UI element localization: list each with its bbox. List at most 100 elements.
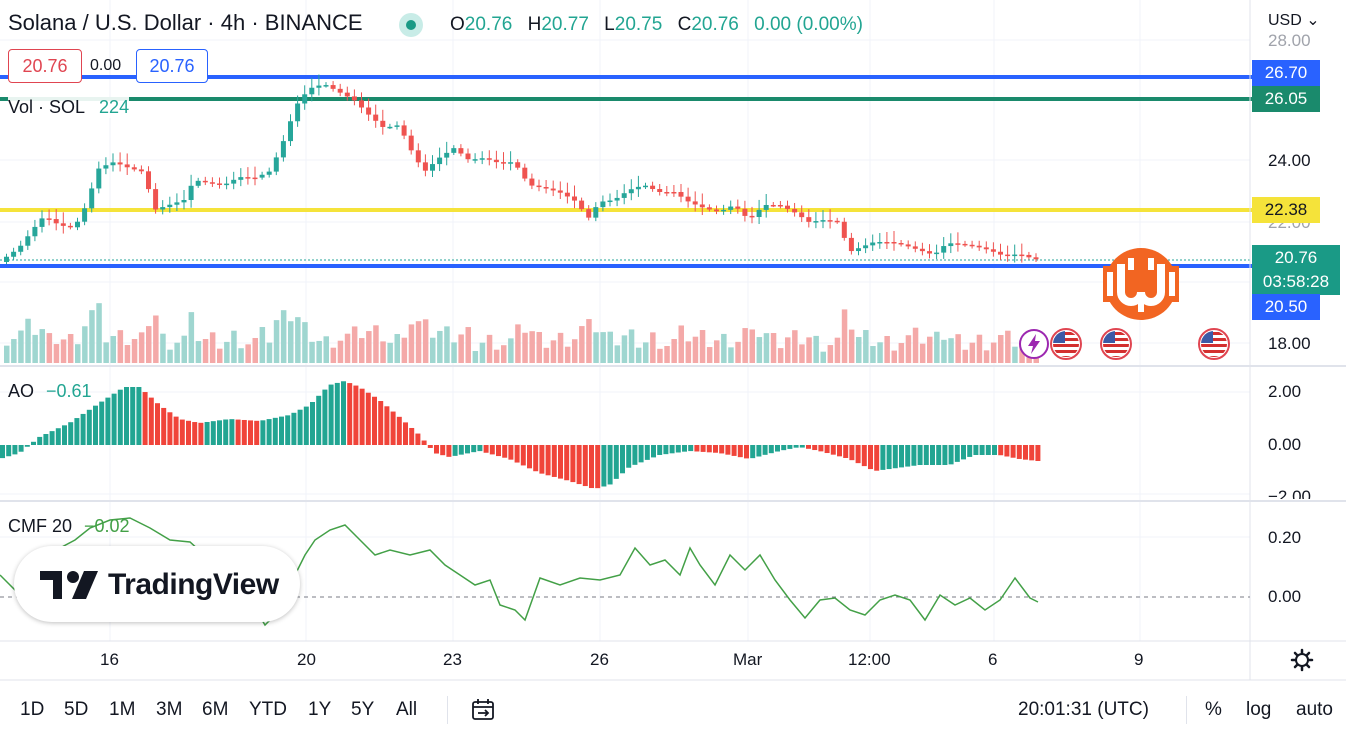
log-scale-toggle[interactable]: log [1246,699,1272,720]
candle-body [1005,254,1011,257]
ao-legend[interactable]: AO −0.61 [8,381,92,401]
price-tick: 18.00 [1268,334,1311,353]
candle-body [202,180,208,183]
volume-bar [408,324,415,363]
ao-bar [235,419,241,445]
lightning-icon[interactable] [1018,328,1050,360]
ao-bar [818,445,824,452]
date-range-icon[interactable] [470,697,496,723]
ao-bar [558,445,563,479]
ao-bar [223,419,229,445]
candle-body [643,185,648,188]
auto-scale-toggle[interactable]: auto [1296,699,1333,720]
volume-bar [650,332,656,363]
ao-bar [204,421,210,445]
ao-bar [626,445,632,468]
candle-body [756,209,762,217]
ao-bar [899,445,904,468]
ao-bar [868,445,873,470]
candle-body [422,162,428,171]
ao-bar [359,388,365,445]
ao-bar [303,406,309,445]
range-3m-button[interactable]: 3M [156,699,183,720]
ao-bar [471,445,477,453]
range-1d-button[interactable]: 1D [20,699,45,720]
ao-bar [155,403,160,445]
volume-bar [714,340,720,363]
ao-bar [1004,445,1010,457]
range-all-button[interactable]: All [396,699,418,720]
ao-bar [186,420,191,445]
buy-button[interactable]: 20.76 [136,49,208,83]
percent-scale-toggle[interactable]: % [1205,699,1222,720]
ao-bar [403,422,408,445]
ao-bar [700,445,706,452]
volume-bar [373,325,379,363]
price-tag-pivot: 22.38 [1252,197,1320,223]
range-1m-button[interactable]: 1M [109,699,136,720]
ao-bar [49,431,55,445]
ao-bar [279,416,284,445]
volume-bar [174,342,180,363]
currency-selector[interactable]: USD ⌄ [1268,12,1320,29]
candle-body [685,196,691,202]
time-tick: 26 [590,650,609,669]
volume-bar [998,335,1004,363]
volume-bar [153,315,159,363]
candle-body [564,192,570,197]
ao-bar [762,445,768,455]
price-tag-resistance: 26.70 [1252,60,1320,86]
candle-body [607,200,613,203]
ao-bar [434,445,439,454]
us-flag-icon[interactable] [1050,328,1082,360]
volume-bar [983,350,990,363]
clock-timezone[interactable]: 20:01:31 (UTC) [1018,699,1149,720]
range-1y-button[interactable]: 1Y [308,699,332,720]
ao-bar [849,445,855,461]
candle-body [238,177,244,180]
candle-body [46,218,52,220]
range-ytd-button[interactable]: YTD [249,699,287,720]
symbol-title[interactable]: Solana / U.S. Dollar · 4h · BINANCE [8,10,363,35]
candle-body [458,148,464,154]
ao-bar [781,445,787,451]
ao-bar [241,419,247,445]
us-flag-icon[interactable] [1198,328,1230,360]
volume-bar [678,325,684,363]
candle-body [153,189,159,210]
range-5d-button[interactable]: 5D [64,699,89,720]
ao-bar [806,445,811,449]
candle-body [998,251,1003,255]
volume-bar [607,331,613,363]
candle-body [224,183,230,186]
range-6m-button[interactable]: 6M [202,699,229,720]
candle-body [380,120,386,127]
ao-bar [589,445,594,489]
volume-bar [813,335,819,363]
volume-bar [543,347,550,363]
ao-bar [985,445,991,455]
volume-legend[interactable]: Vol · SOL 224 [8,97,130,118]
ao-bar [24,445,30,447]
candle-body [664,192,670,194]
ao-bar [161,407,167,445]
ao-bar [756,445,762,457]
sell-button[interactable]: 20.76 [8,49,82,83]
candle-body [89,188,95,209]
ao-bar [353,385,359,445]
cmf-legend[interactable]: CMF 20 −0.02 [8,516,130,536]
ao-bar [452,445,458,456]
volume-bar [444,326,450,363]
volume-bar [579,326,585,363]
range-5y-button[interactable]: 5Y [351,699,375,720]
candle-body [962,243,968,246]
ao-bar [483,445,489,453]
gear-icon[interactable] [1290,648,1314,672]
ao-bar [911,445,917,466]
tradingview-logo[interactable]: TradingView [14,546,300,622]
candle-body [117,162,123,165]
volume-bar [912,327,919,363]
us-flag-icon[interactable] [1100,328,1132,360]
ao-bar [334,382,340,445]
